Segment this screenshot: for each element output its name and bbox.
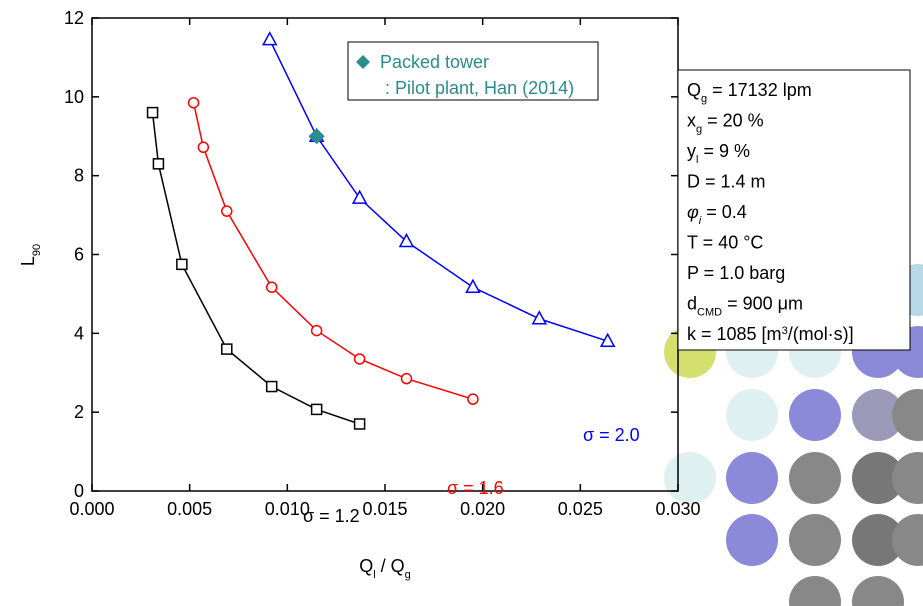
text-part: φ (687, 202, 699, 222)
legend-symbol (356, 55, 370, 69)
point (398, 232, 415, 248)
point (310, 324, 323, 337)
point (310, 403, 323, 416)
point (265, 281, 278, 293)
y-tick-label: 6 (74, 245, 84, 265)
conditions-box (677, 69, 911, 351)
point (351, 189, 368, 204)
x-tick-label: 0.030 (655, 499, 700, 519)
condition-line: P = 1.0 barg (687, 263, 785, 283)
text-part: k = 1085 [m (687, 324, 782, 344)
point (531, 310, 548, 325)
text-part: /(mol·s)] (788, 324, 854, 344)
y-tick-label: 2 (74, 402, 84, 422)
x-tick-label: 0.005 (167, 499, 212, 519)
point (467, 393, 479, 405)
point (353, 418, 366, 430)
point (146, 106, 159, 119)
text-part: Q (359, 556, 373, 576)
text-part: g (405, 569, 411, 581)
annotation: σ = 1.6 (447, 478, 504, 498)
condition-line: T = 40 °C (687, 233, 763, 253)
text-part: L (18, 256, 38, 266)
legend-note: : Pilot plant, Han (2014) (385, 78, 574, 98)
annotation: σ = 2.0 (583, 425, 640, 445)
condition-line: D = 1.4 m (687, 172, 766, 192)
condition-line: dCMD = 900 μm (687, 294, 803, 319)
y-tick-label: 10 (64, 87, 84, 107)
text-part: x (687, 111, 696, 131)
x-axis-label: Ql / Qg (359, 556, 411, 581)
y-tick-label: 4 (74, 323, 84, 343)
x-tick-label: 0.015 (362, 499, 407, 519)
x-tick-label: 0.010 (265, 499, 310, 519)
point (400, 372, 413, 385)
point (465, 278, 481, 293)
text-part: = 20 % (702, 111, 764, 131)
series-line (192, 102, 474, 400)
x-tick-label: 0.020 (460, 499, 505, 519)
x-tick-label: 0.025 (558, 499, 603, 519)
point (599, 332, 616, 347)
text-part: g (701, 93, 707, 105)
point (265, 380, 278, 393)
y-tick-label: 12 (64, 8, 84, 28)
text-part: P = 1.0 barg (687, 263, 785, 283)
text-part: = 900 μm (722, 294, 803, 314)
text-part: i (699, 215, 702, 227)
text-part: = 17132 lpm (707, 80, 812, 100)
text-part: d (687, 294, 697, 314)
point (221, 205, 233, 217)
point (176, 258, 188, 271)
y-tick-label: 0 (74, 481, 84, 501)
text-part: = 9 % (698, 141, 750, 161)
text-part: y (687, 141, 696, 161)
text-part: 90 (31, 244, 43, 256)
text-part: / Q (376, 556, 405, 576)
y-axis-label: L90 (18, 244, 43, 266)
text-part: D = 1.4 m (687, 172, 766, 192)
legend-label: Packed tower (380, 52, 489, 72)
point (261, 31, 278, 46)
text-part: g (696, 124, 702, 136)
text-part: l (696, 154, 698, 166)
point (152, 158, 165, 170)
text-part: l (373, 569, 375, 581)
text-part: 3 (782, 325, 788, 337)
point (187, 96, 200, 109)
condition-line: Qg = 17132 lpm (687, 80, 812, 105)
condition-line: φi = 0.4 (687, 202, 747, 227)
x-tick-label: 0.000 (69, 499, 114, 519)
point (308, 128, 325, 145)
legend-box (347, 41, 599, 101)
annotation: σ = 1.2 (303, 506, 360, 526)
text-part: CMD (697, 307, 722, 319)
point (197, 141, 210, 154)
text-part: = 0.4 (701, 202, 747, 222)
condition-line: k = 1085 [m3/(mol·s)] (687, 324, 854, 344)
text-part: T = 40 °C (687, 233, 763, 253)
text-part: Q (687, 80, 701, 100)
y-tick-label: 8 (74, 166, 84, 186)
condition-line: yl = 9 % (687, 141, 750, 166)
decoration (664, 264, 923, 606)
point (221, 343, 233, 355)
condition-line: xg = 20 % (687, 111, 764, 136)
point (353, 353, 366, 365)
